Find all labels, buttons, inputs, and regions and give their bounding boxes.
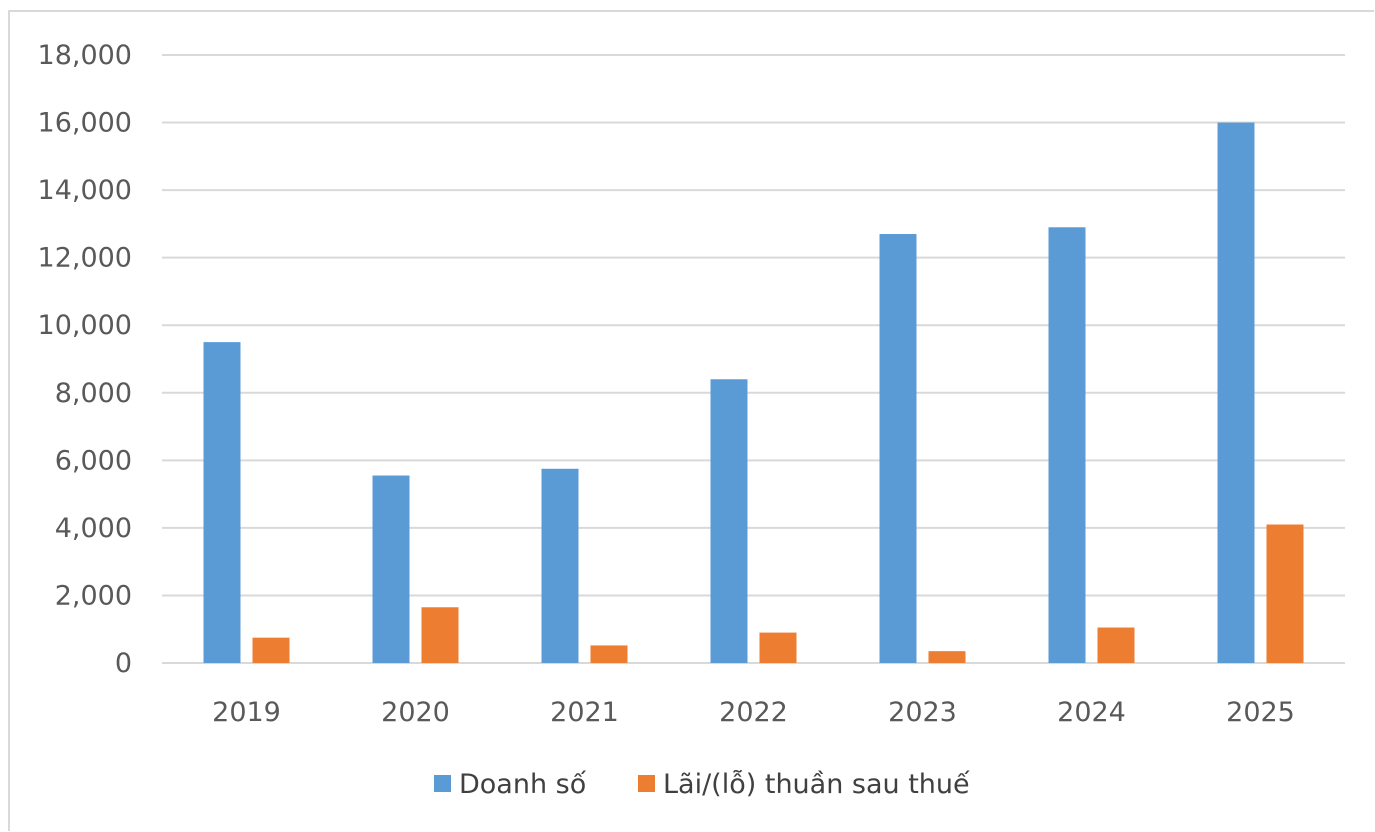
y-tick-label: 8,000 xyxy=(55,378,132,409)
bar-revenue-2020 xyxy=(372,475,410,663)
bar-net-profit-2022 xyxy=(759,632,797,663)
y-tick-label: 14,000 xyxy=(38,175,132,206)
y-tick-label: 2,000 xyxy=(55,580,132,611)
x-tick-label: 2023 xyxy=(888,697,957,728)
bars xyxy=(203,122,1304,664)
legend-swatch xyxy=(434,775,451,792)
bar-revenue-2025 xyxy=(1217,122,1255,664)
bar-net-profit-2021 xyxy=(590,645,628,663)
y-tick-label: 4,000 xyxy=(55,513,132,544)
y-tick-label: 12,000 xyxy=(38,243,132,274)
legend-swatch xyxy=(638,775,655,792)
x-tick-label: 2022 xyxy=(719,697,788,728)
x-tick-label: 2025 xyxy=(1226,697,1295,728)
x-axis-tick-labels: 2019 2020 2021 2022 2023 2024 2025 xyxy=(212,697,1295,728)
x-tick-label: 2019 xyxy=(212,697,281,728)
bar-net-profit-2020 xyxy=(421,607,459,663)
bar-revenue-2022 xyxy=(710,379,748,663)
bar-net-profit-2024 xyxy=(1097,627,1135,663)
x-tick-label: 2020 xyxy=(381,697,450,728)
y-tick-label: 10,000 xyxy=(38,310,132,341)
bar-revenue-2024 xyxy=(1048,227,1086,663)
gridlines xyxy=(162,54,1345,664)
bar-revenue-2023 xyxy=(879,234,917,663)
legend-label: Doanh số xyxy=(459,769,587,800)
legend-label: Lãi/(lỗ) thuần sau thuế xyxy=(663,769,970,800)
y-axis-tick-labels: 0 2,000 4,000 6,000 8,000 10,000 12,000 14,000 1… xyxy=(38,40,132,679)
bar-net-profit-2019 xyxy=(252,637,290,663)
bar-net-profit-2025 xyxy=(1266,524,1304,663)
x-tick-label: 2021 xyxy=(550,697,619,728)
x-tick-label: 2024 xyxy=(1057,697,1126,728)
y-tick-label: 18,000 xyxy=(38,40,132,71)
legend: Doanh số Lãi/(lỗ) thuần sau thuế xyxy=(434,769,970,800)
bar-net-profit-2023 xyxy=(928,651,966,663)
bar-revenue-2019 xyxy=(203,342,241,663)
y-tick-label: 6,000 xyxy=(55,445,132,476)
y-tick-label: 16,000 xyxy=(38,108,132,139)
y-tick-label: 0 xyxy=(115,648,132,679)
bar-revenue-2021 xyxy=(541,468,579,663)
